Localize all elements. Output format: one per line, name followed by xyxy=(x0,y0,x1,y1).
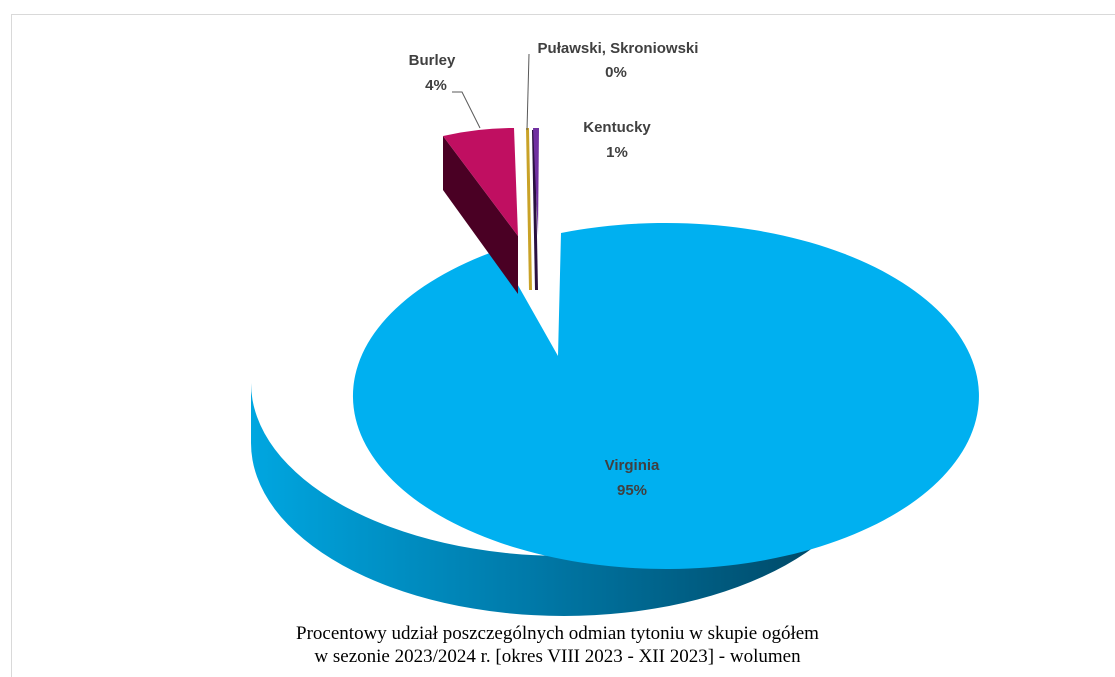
label-pulawski-value: 0% xyxy=(605,64,627,81)
burley-top xyxy=(443,128,518,236)
pie-slice-burley xyxy=(443,128,518,294)
label-kentucky-name: Kentucky xyxy=(583,119,651,136)
kentucky-top xyxy=(533,128,539,236)
label-kentucky-value: 1% xyxy=(606,144,628,161)
label-virginia-value: 95% xyxy=(617,482,647,499)
kentucky-side xyxy=(532,130,538,290)
chart-title-line-2: w sezonie 2023/2024 r. [okres VIII 2023 … xyxy=(314,646,801,667)
virginia-top xyxy=(352,222,979,569)
label-pulawski-name: Puławski, Skroniowski xyxy=(538,40,699,57)
chart-title-line-1: Procentowy udział poszczególnych odmian … xyxy=(296,623,819,644)
burley-leader-line xyxy=(452,91,481,129)
pie-slice-kentucky xyxy=(532,128,539,290)
label-virginia-name: Virginia xyxy=(605,457,660,474)
pulawski-leader-line xyxy=(526,53,530,131)
pie-slice-pulawski xyxy=(526,128,532,290)
label-burley-value: 4% xyxy=(425,77,447,94)
burley-side xyxy=(443,136,518,294)
label-burley-name: Burley xyxy=(409,52,456,69)
chart-frame xyxy=(11,14,1115,677)
pie-slice-virginia xyxy=(251,222,979,616)
pulawski-top xyxy=(526,128,532,290)
